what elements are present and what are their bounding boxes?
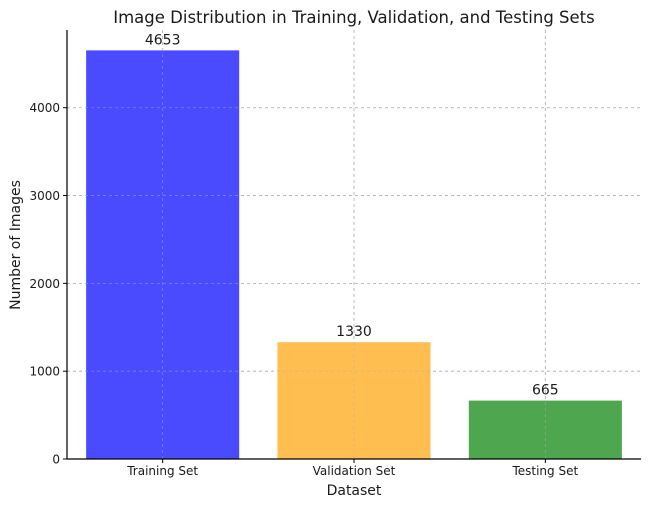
y-tick-label: 1000 [29, 365, 60, 379]
data-labels: 4653 1330 665 [145, 32, 559, 398]
x-tick-label: Training Set [126, 464, 198, 478]
y-tick-label: 2000 [29, 277, 60, 291]
data-label: 665 [532, 383, 559, 399]
data-label: 4653 [145, 32, 181, 48]
y-tick-label: 4000 [29, 101, 60, 115]
data-label: 1330 [336, 324, 372, 340]
x-tick-label: Validation Set [313, 464, 396, 478]
bar [277, 342, 431, 459]
x-ticks: Training Set Validation Set Testing Set [126, 459, 578, 478]
y-tick-label: 0 [52, 453, 60, 467]
y-axis-label: Number of Images [8, 180, 24, 310]
x-tick-label: Testing Set [511, 464, 578, 478]
y-ticks: 0 1000 2000 3000 4000 [29, 101, 67, 467]
x-axis-label: Dataset [327, 483, 382, 499]
chart-title: Image Distribution in Training, Validati… [113, 8, 595, 27]
y-tick-label: 3000 [29, 189, 60, 203]
